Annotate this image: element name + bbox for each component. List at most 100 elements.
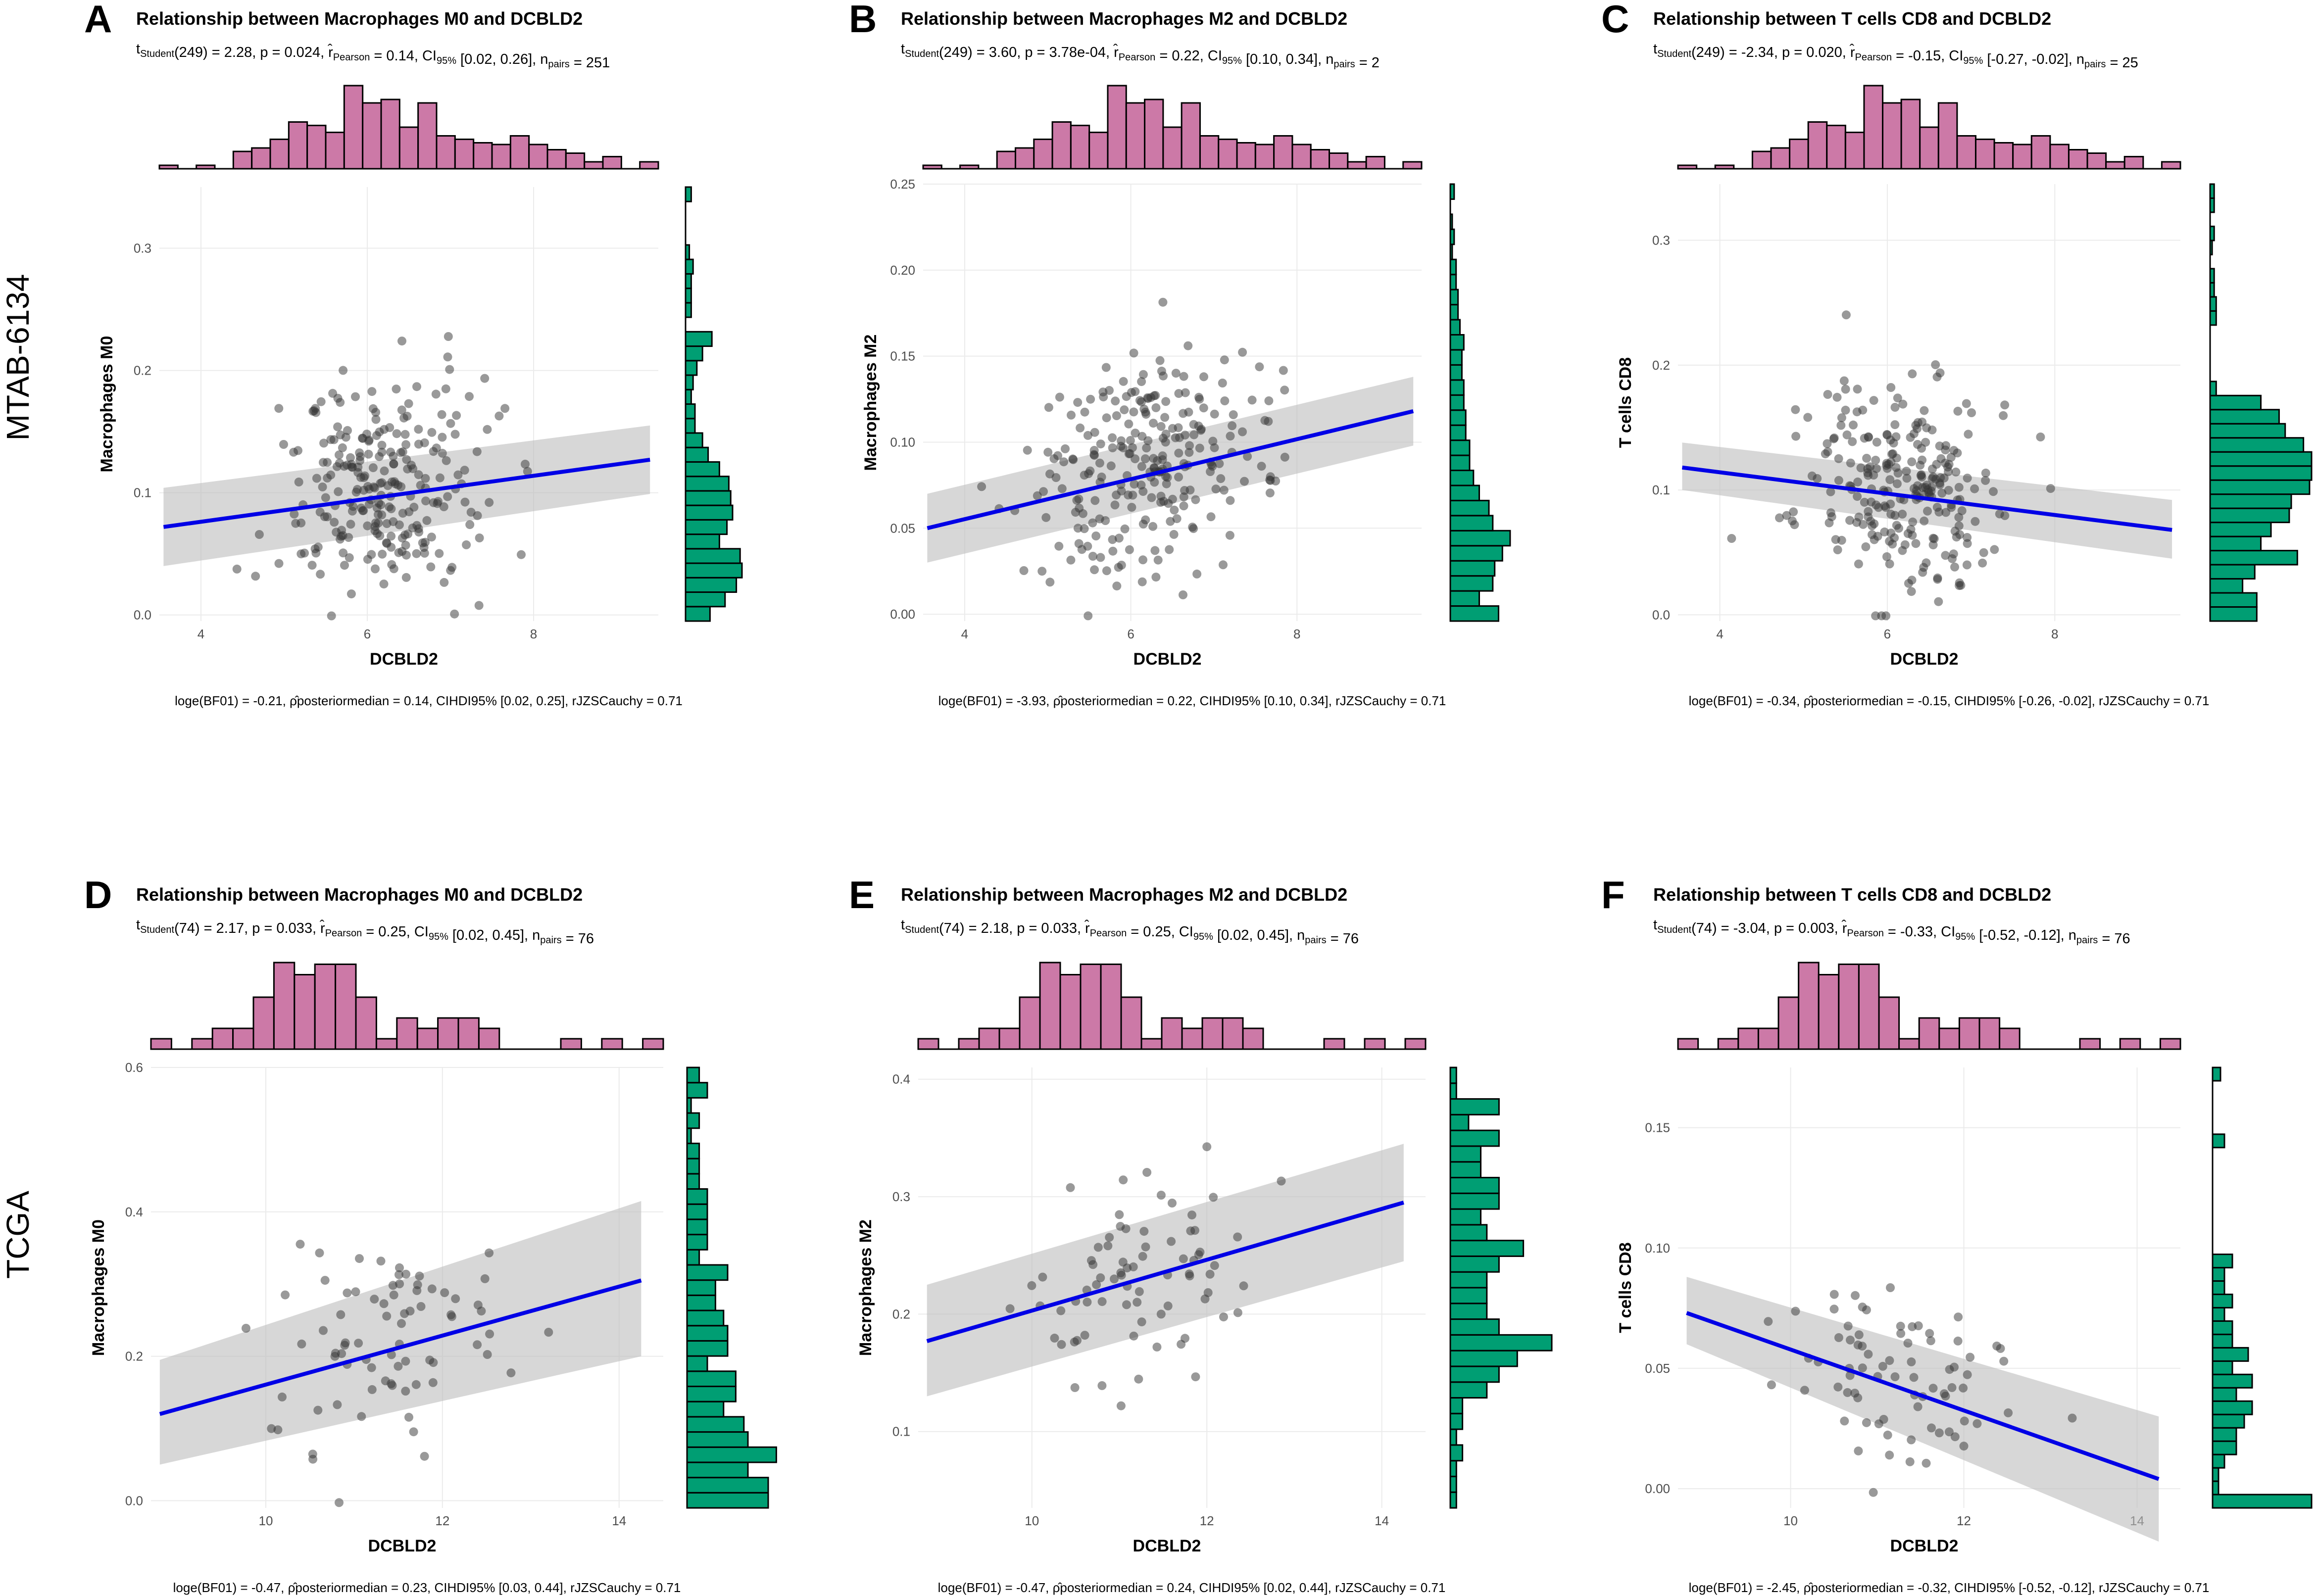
- y-tick-label: 0.4: [125, 1205, 143, 1219]
- data-point: [1954, 483, 1964, 492]
- data-point: [397, 337, 406, 346]
- data-point: [1886, 435, 1895, 445]
- data-point: [1856, 463, 1866, 473]
- data-point: [1156, 1191, 1166, 1200]
- data-point: [1131, 387, 1140, 396]
- data-point: [1137, 377, 1146, 387]
- data-point: [411, 1380, 421, 1389]
- data-point: [1095, 458, 1104, 468]
- right-hist-bar: [2212, 1320, 2233, 1335]
- top-hist-bar: [1993, 142, 2014, 170]
- right-hist-bar: [2212, 1254, 2233, 1269]
- data-point: [1215, 459, 1224, 468]
- data-point: [1944, 467, 1953, 477]
- data-point: [313, 1405, 323, 1415]
- scatter-points: [242, 1240, 553, 1507]
- top-hist-bar: [2119, 1038, 2141, 1050]
- right-hist-bar: [2212, 1133, 2225, 1149]
- data-point: [1090, 496, 1100, 505]
- data-point: [1174, 389, 1184, 398]
- data-point: [1823, 390, 1832, 399]
- data-point: [373, 529, 382, 538]
- top-hist-bar: [998, 1027, 1021, 1050]
- data-point: [1203, 1288, 1213, 1297]
- data-point: [254, 530, 264, 539]
- data-point: [435, 473, 444, 483]
- data-point: [1033, 491, 1042, 500]
- data-point: [1108, 433, 1117, 442]
- data-point: [1990, 545, 1999, 554]
- y-tick-label: 0.00: [1645, 1481, 1670, 1496]
- data-point: [1210, 409, 1219, 419]
- right-hist-bar: [1449, 183, 1455, 200]
- top-hist-bar: [1162, 126, 1183, 170]
- data-point: [294, 446, 302, 455]
- data-point: [441, 384, 450, 393]
- data-point: [1919, 563, 1928, 572]
- data-point: [1790, 520, 1799, 530]
- data-point: [416, 1302, 426, 1311]
- data-point: [1890, 420, 1900, 430]
- right-hist-bar: [2209, 535, 2262, 552]
- right-hist-bar: [685, 533, 720, 550]
- data-point: [465, 520, 475, 530]
- right-hist-bar: [2209, 282, 2215, 298]
- panel-subtitle: tStudent(74) = 2.18, p = 0.033, r̂Pearso…: [901, 917, 1359, 947]
- data-point: [1907, 587, 1916, 596]
- top-hist-bar: [457, 1017, 480, 1050]
- data-point: [1891, 463, 1901, 472]
- right-hist-bar: [686, 1097, 692, 1114]
- top-hist-bar: [1717, 1038, 1739, 1050]
- data-point: [2068, 1413, 2077, 1423]
- right-hist-bar: [2212, 1306, 2225, 1322]
- data-point: [1826, 508, 1835, 518]
- data-point: [1885, 475, 1895, 484]
- data-point: [462, 540, 471, 549]
- data-point: [1218, 379, 1227, 387]
- data-point: [346, 520, 355, 529]
- data-point: [1037, 567, 1047, 576]
- data-point: [327, 611, 336, 621]
- data-point: [1959, 1442, 1969, 1451]
- data-point: [1156, 491, 1166, 501]
- data-point: [1161, 397, 1171, 406]
- right-hist-bar: [1449, 575, 1494, 592]
- top-hist-bar: [1974, 139, 1995, 170]
- y-tick-label: 0.2: [125, 1349, 143, 1364]
- top-hist-bar: [1714, 164, 1735, 170]
- data-point: [336, 534, 345, 544]
- data-point: [1153, 555, 1163, 565]
- data-point: [337, 1349, 346, 1358]
- data-point: [1083, 1298, 1092, 1307]
- data-point: [389, 1290, 398, 1300]
- data-point: [1070, 1383, 1080, 1392]
- data-point: [389, 459, 398, 469]
- data-point: [1174, 423, 1183, 433]
- x-axis-label: DCBLD2: [370, 650, 438, 669]
- data-point: [412, 382, 421, 391]
- top-hist-bar: [491, 144, 511, 170]
- panel-letter: A: [84, 0, 112, 41]
- data-point: [1155, 356, 1165, 365]
- top-hist-bar: [1019, 996, 1041, 1050]
- y-axis-label: Macrophages M0: [89, 1219, 108, 1356]
- data-point: [1120, 524, 1130, 533]
- data-point: [1878, 1361, 1887, 1371]
- right-hist-bar: [2209, 479, 2311, 495]
- data-point: [415, 1271, 424, 1281]
- data-point: [1831, 535, 1840, 544]
- data-point: [445, 365, 454, 374]
- data-point: [1057, 1340, 1066, 1349]
- data-point: [1117, 561, 1126, 570]
- panel-footer: loge(BF01) = -0.21, ρ̂posteriormedian = …: [175, 693, 683, 708]
- top-hist-bar: [478, 1027, 500, 1050]
- data-point: [1839, 376, 1849, 386]
- data-point: [1853, 492, 1862, 501]
- right-hist-bar: [685, 606, 711, 622]
- data-point: [480, 374, 490, 383]
- data-point: [451, 1294, 460, 1304]
- data-point: [1090, 428, 1099, 437]
- data-point: [1962, 560, 1972, 570]
- data-point: [1023, 445, 1032, 455]
